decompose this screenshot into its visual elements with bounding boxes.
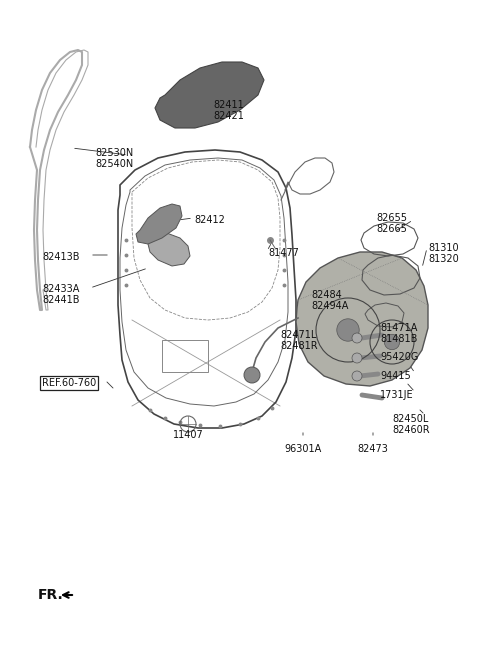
Text: 82484
82494A: 82484 82494A — [311, 290, 348, 311]
Circle shape — [337, 319, 359, 341]
Text: 82530N
82540N: 82530N 82540N — [95, 148, 133, 169]
Text: 82473: 82473 — [358, 444, 388, 454]
Text: 94415: 94415 — [380, 371, 411, 381]
Text: FR.: FR. — [38, 588, 64, 602]
Text: 96301A: 96301A — [284, 444, 322, 454]
Circle shape — [352, 333, 362, 343]
Text: REF.60-760: REF.60-760 — [42, 378, 96, 388]
Circle shape — [244, 367, 260, 383]
Circle shape — [352, 371, 362, 381]
Text: 82411
82421: 82411 82421 — [213, 100, 244, 121]
Text: 81477: 81477 — [268, 248, 299, 258]
Polygon shape — [155, 62, 264, 128]
Text: 81310
81320: 81310 81320 — [428, 243, 459, 264]
Circle shape — [352, 353, 362, 363]
Circle shape — [384, 334, 400, 350]
Text: 82655
82665: 82655 82665 — [376, 213, 407, 234]
Text: 82433A
82441B: 82433A 82441B — [42, 284, 80, 305]
Text: 81471A
81481B: 81471A 81481B — [380, 323, 418, 344]
Text: 11407: 11407 — [173, 430, 204, 440]
Polygon shape — [296, 252, 428, 386]
Text: 1731JE: 1731JE — [380, 390, 414, 400]
Polygon shape — [148, 232, 190, 266]
Polygon shape — [136, 204, 182, 244]
Text: 82412: 82412 — [194, 215, 225, 225]
Text: 82413B: 82413B — [42, 252, 80, 262]
Text: 95420G: 95420G — [380, 352, 419, 362]
Text: 82450L
82460R: 82450L 82460R — [392, 414, 430, 435]
Text: 82471L
82481R: 82471L 82481R — [280, 330, 318, 351]
